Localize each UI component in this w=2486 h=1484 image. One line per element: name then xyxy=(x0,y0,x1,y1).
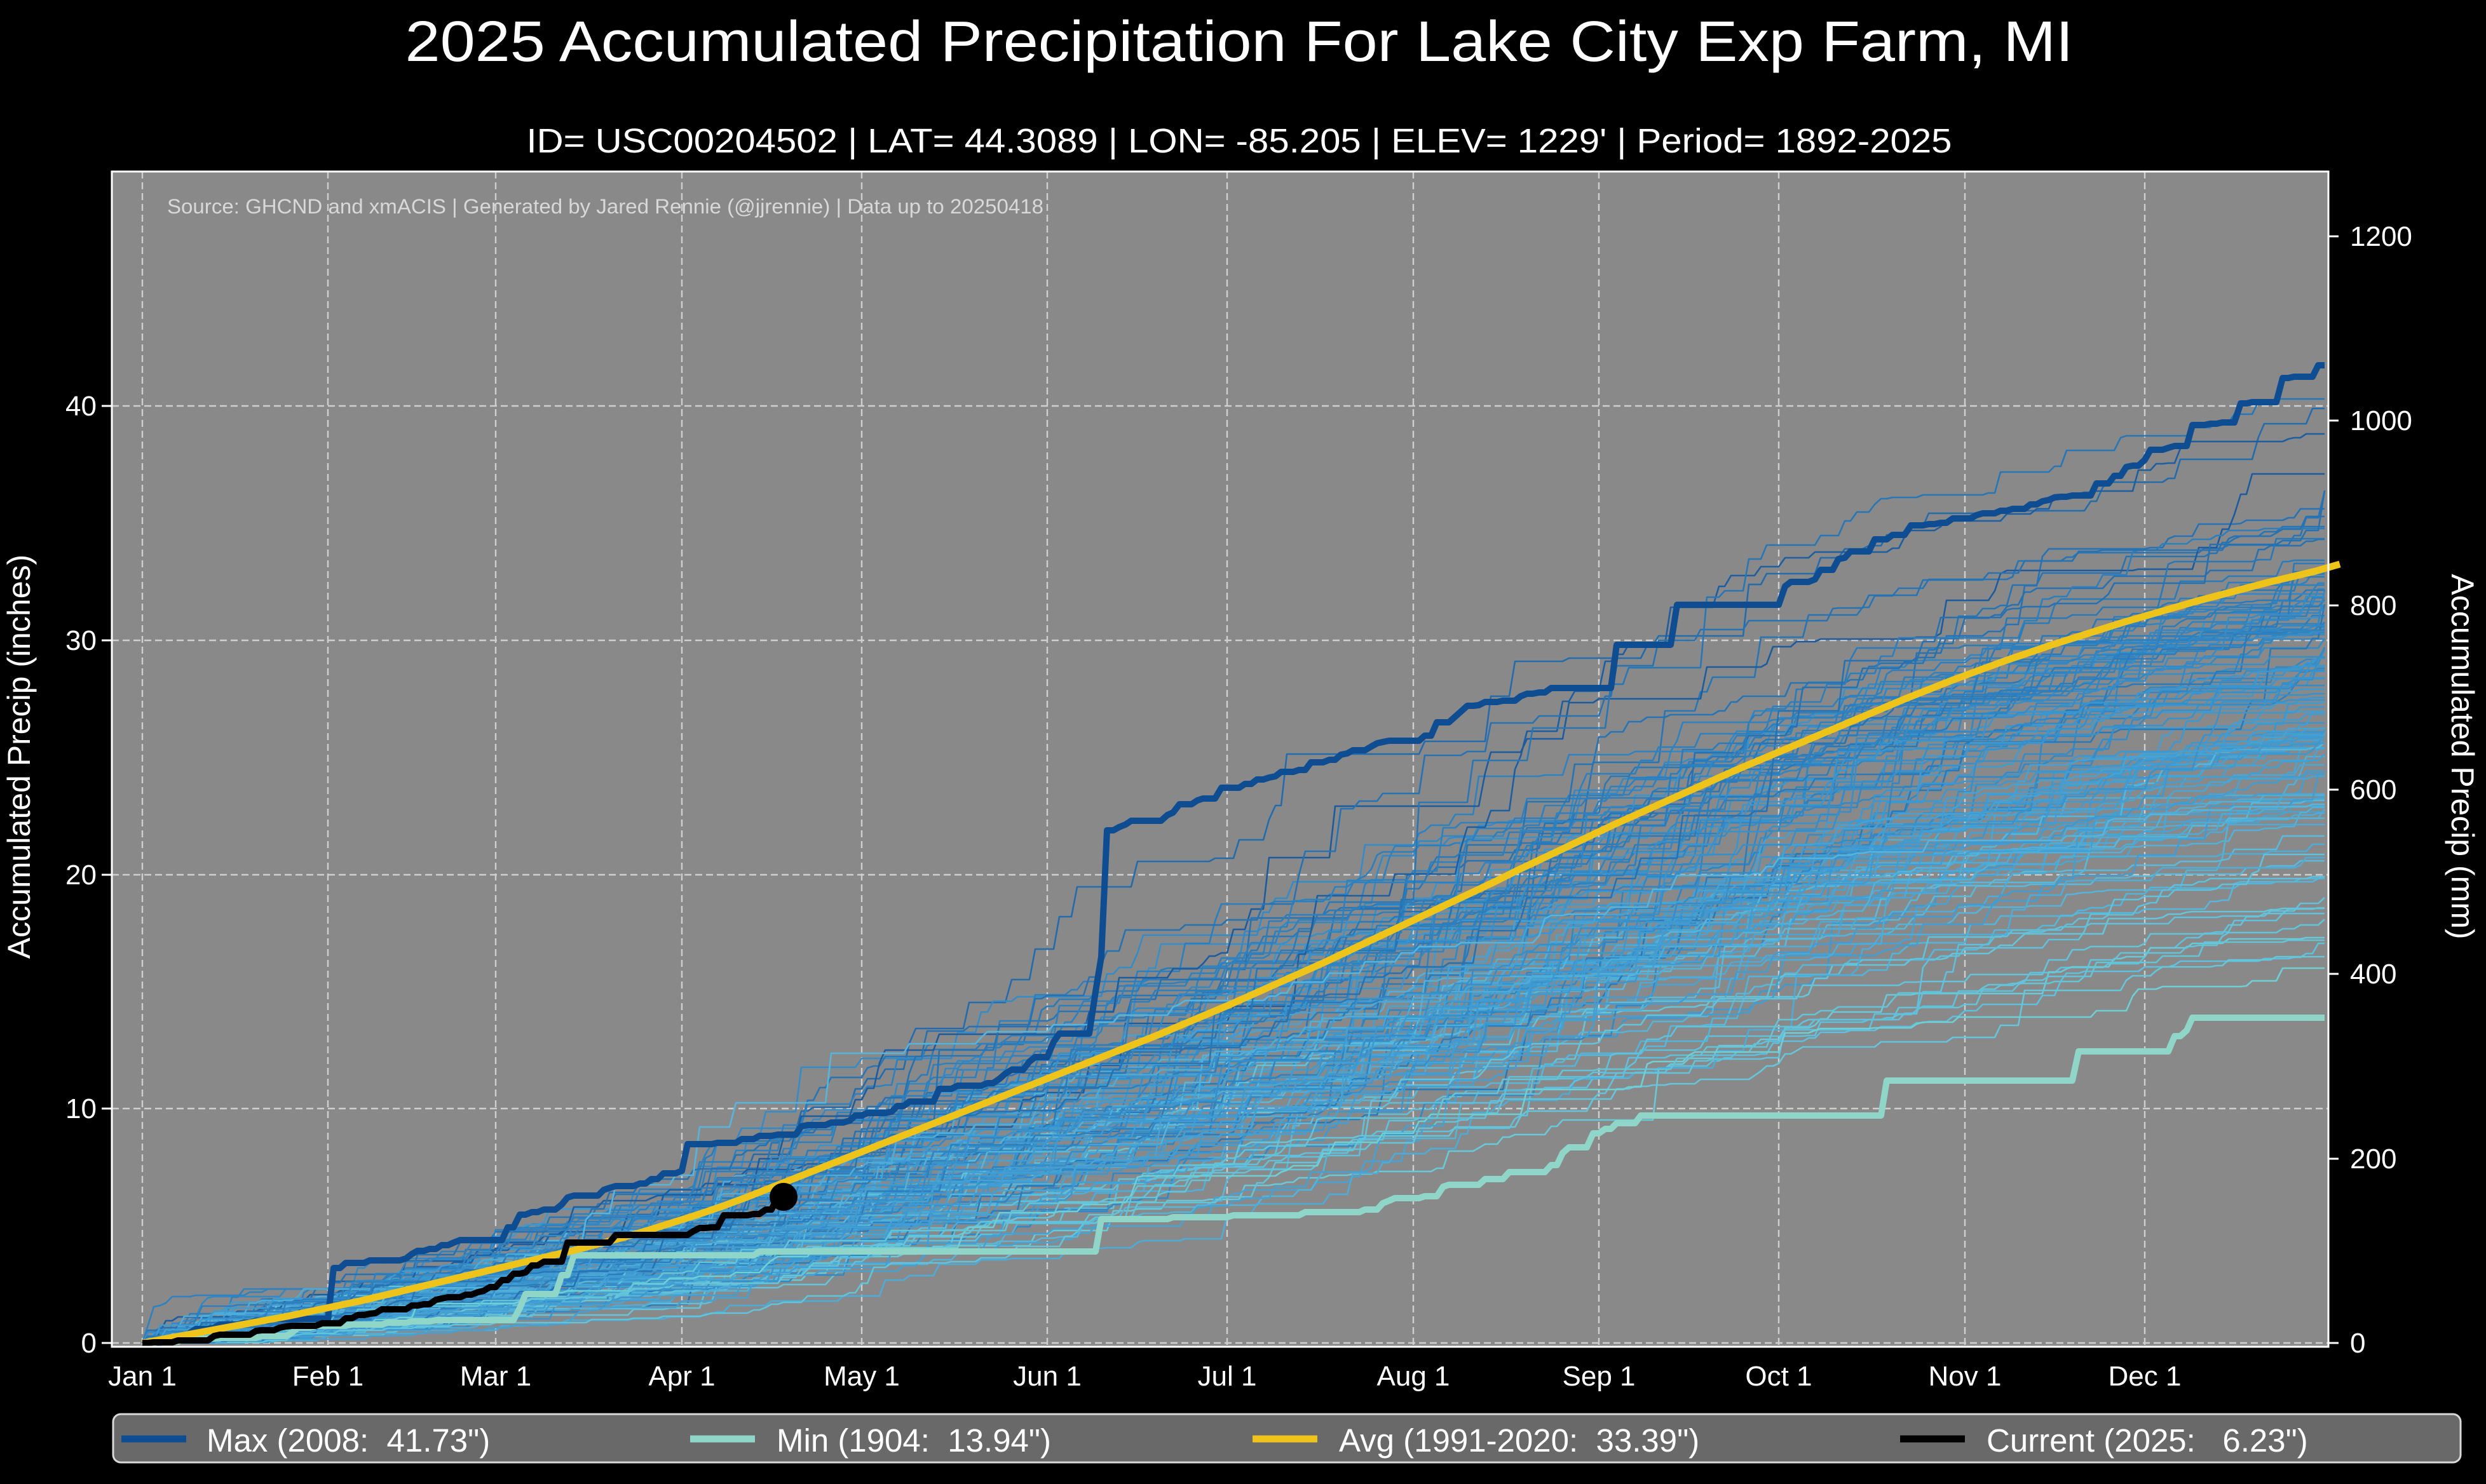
svg-text:ID= USC00204502 | LAT= 44.3089: ID= USC00204502 | LAT= 44.3089 | LON= -8… xyxy=(527,122,1952,160)
svg-text:Current (2025: 6.23"): Current (2025: 6.23") xyxy=(1987,1422,2308,1459)
svg-text:Dec 1: Dec 1 xyxy=(2109,1361,2182,1392)
svg-text:20: 20 xyxy=(65,860,97,891)
svg-text:40: 40 xyxy=(65,391,97,422)
svg-text:Min (1904: 13.94"): Min (1904: 13.94") xyxy=(777,1422,1051,1459)
svg-text:2025 Accumulated Precipitation: 2025 Accumulated Precipitation For Lake … xyxy=(405,10,2074,74)
svg-text:Source: GHCND and xmACIS | Gen: Source: GHCND and xmACIS | Generated by … xyxy=(167,195,1043,218)
svg-text:Aug 1: Aug 1 xyxy=(1377,1361,1450,1392)
svg-text:10: 10 xyxy=(65,1093,97,1124)
svg-text:400: 400 xyxy=(2350,959,2396,990)
svg-text:Apr 1: Apr 1 xyxy=(648,1361,715,1392)
svg-text:Max (2008: 41.73"): Max (2008: 41.73") xyxy=(207,1422,490,1459)
svg-text:30: 30 xyxy=(65,625,97,656)
svg-text:Accumulated Precip (inches): Accumulated Precip (inches) xyxy=(1,555,37,959)
svg-text:1200: 1200 xyxy=(2350,221,2412,252)
svg-text:Jun 1: Jun 1 xyxy=(1013,1361,1082,1392)
svg-text:600: 600 xyxy=(2350,774,2396,806)
svg-text:May 1: May 1 xyxy=(824,1361,900,1392)
svg-text:200: 200 xyxy=(2350,1143,2396,1175)
svg-text:Oct 1: Oct 1 xyxy=(1745,1361,1812,1392)
svg-text:Sep 1: Sep 1 xyxy=(1563,1361,1636,1392)
svg-text:Feb 1: Feb 1 xyxy=(292,1361,364,1392)
svg-text:0: 0 xyxy=(2350,1328,2365,1359)
svg-text:Jul 1: Jul 1 xyxy=(1198,1361,1257,1392)
svg-text:Avg (1991-2020: 33.39"): Avg (1991-2020: 33.39") xyxy=(1339,1422,1699,1459)
svg-text:Nov 1: Nov 1 xyxy=(1929,1361,2002,1392)
svg-text:1000: 1000 xyxy=(2350,405,2412,436)
svg-text:0: 0 xyxy=(81,1328,97,1359)
svg-text:Jan 1: Jan 1 xyxy=(108,1361,177,1392)
svg-text:Mar 1: Mar 1 xyxy=(460,1361,531,1392)
svg-text:800: 800 xyxy=(2350,590,2396,621)
svg-text:Accumulated Precip (mm): Accumulated Precip (mm) xyxy=(2445,574,2480,939)
